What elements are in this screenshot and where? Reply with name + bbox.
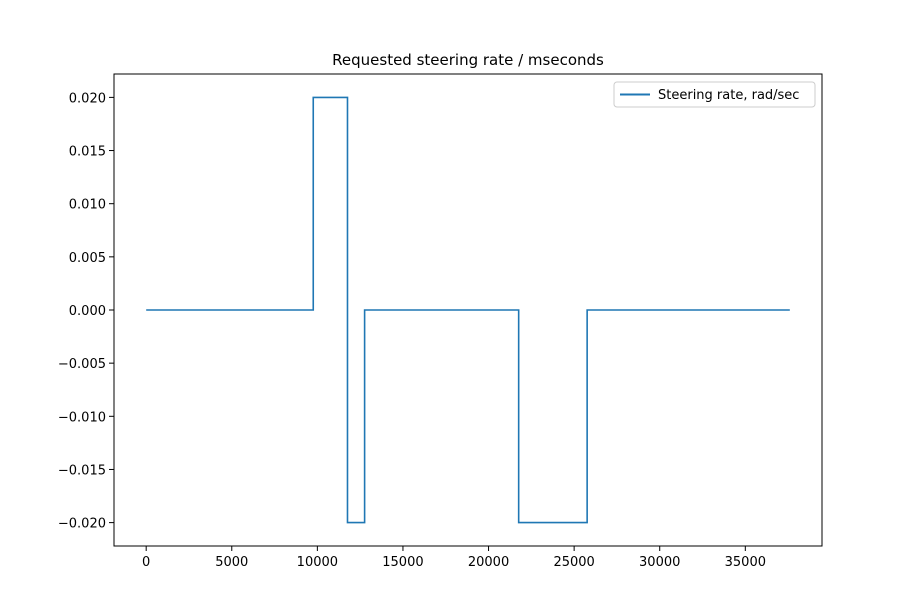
y-tick-label: −0.020 bbox=[58, 517, 106, 532]
legend-box bbox=[613, 81, 816, 108]
y-tick-label: 0.005 bbox=[69, 251, 106, 266]
y-tick-label: 0.020 bbox=[69, 91, 106, 106]
legend-label: Steering rate, rad/sec bbox=[658, 88, 799, 103]
legend: Steering rate, rad/sec bbox=[613, 81, 816, 108]
series-layer bbox=[146, 96, 790, 524]
x-tick-label: 30000 bbox=[639, 555, 680, 570]
y-tick-label: −0.015 bbox=[58, 463, 106, 478]
y-tick-label: 0.010 bbox=[69, 198, 106, 213]
y-tick-label: 0.015 bbox=[69, 145, 106, 160]
y-tick-label: −0.005 bbox=[58, 357, 106, 372]
y-tick-label: 0.000 bbox=[69, 304, 106, 319]
chart-title: Requested steering rate / mseconds bbox=[332, 51, 604, 69]
y-tick-label: −0.010 bbox=[58, 410, 106, 425]
plot-frame bbox=[113, 73, 823, 547]
x-tick-label: 25000 bbox=[553, 555, 594, 570]
y-axis: 0.020 0.015 0.010 0.005 0.000 −0.005 −0.010 −0.… bbox=[58, 91, 114, 532]
x-tick-label: 5000 bbox=[215, 555, 248, 570]
x-tick-label: 0 bbox=[142, 555, 150, 570]
x-axis: 0 5000 10000 15000 20000 25000 30000 35000 bbox=[142, 546, 766, 570]
x-tick-label: 15000 bbox=[382, 555, 423, 570]
x-tick-label: 10000 bbox=[297, 555, 338, 570]
x-tick-label: 20000 bbox=[468, 555, 509, 570]
series-line bbox=[146, 96, 790, 524]
x-tick-label: 35000 bbox=[725, 555, 766, 570]
